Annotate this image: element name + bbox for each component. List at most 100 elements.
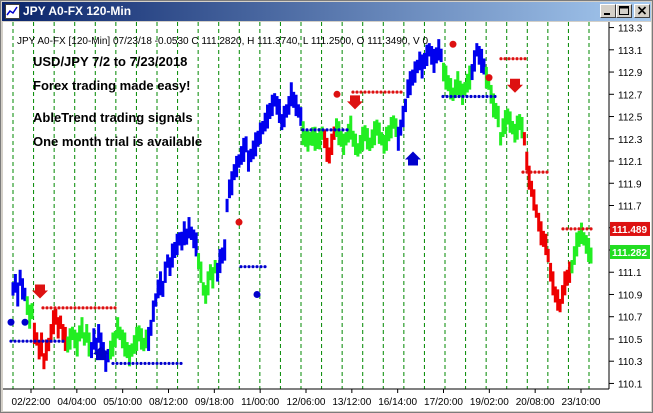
series-layer [11, 39, 593, 372]
x-tick-label: 02/22:00 [12, 397, 51, 408]
stop-dot [175, 361, 179, 366]
stop-dot [57, 339, 61, 343]
stop-dot [565, 227, 569, 231]
annotation-date-range: USD/JPY 7/2 to 7/23/2018 [33, 54, 187, 69]
stop-dot [379, 90, 383, 94]
signal-dot [21, 318, 29, 326]
stop-dot [139, 361, 143, 366]
series-red-segment [32, 308, 67, 370]
stop-dot [81, 306, 85, 310]
minimize-button[interactable] [600, 4, 616, 18]
stop-dot [101, 306, 105, 310]
y-tick-label: 112.9 [618, 68, 643, 79]
series-green-segment [334, 115, 398, 157]
chart-header: JPY A0-FX [120-Min] 07/23/18 -0.0530 C 1… [17, 36, 428, 47]
stop-dot [243, 265, 247, 269]
stop-dot [301, 128, 305, 132]
annotation-signals: AbleTrend trading signals [33, 110, 193, 125]
stop-dot [395, 90, 399, 94]
y-tick-label: 110.1 [618, 379, 643, 390]
y-tick-label: 110.7 [618, 313, 643, 324]
stop-dot [521, 170, 525, 174]
stop-dot [105, 306, 109, 310]
stop-dot [449, 94, 453, 99]
series-blue-segment [470, 43, 486, 81]
stop-dot [109, 306, 113, 310]
stop-dot [251, 265, 255, 269]
chart-app-icon [5, 4, 20, 19]
series-blue-segment [216, 82, 303, 282]
stop-dot [589, 227, 593, 231]
stop-dot [383, 90, 387, 94]
stop-dot [167, 361, 171, 366]
stop-dot [131, 361, 135, 366]
x-tick-label: 19/02:00 [470, 397, 509, 408]
stop-dot [533, 170, 537, 174]
stop-dot [113, 306, 117, 310]
stop-dot [525, 170, 529, 174]
y-tick-label: 110.5 [618, 335, 643, 346]
stop-dot [371, 90, 375, 94]
price-label-text: 111.489 [612, 225, 647, 236]
y-tick-label: 111.1 [618, 268, 642, 279]
series-red-segment [323, 126, 336, 164]
close-button[interactable] [634, 4, 650, 18]
annotation-tagline: Forex trading made easy! [33, 78, 191, 93]
window-title: JPY A0-FX 120-Min [23, 4, 132, 18]
price-label-box [610, 221, 650, 236]
series-blue-segment [396, 39, 443, 151]
stop-dot [41, 306, 45, 310]
signal-dot [333, 90, 341, 98]
stop-dot [97, 306, 101, 310]
series-red-segment [522, 132, 572, 313]
stop-dot [355, 90, 359, 94]
price-label-text: 111.282 [612, 248, 647, 259]
signal-dot [485, 74, 493, 82]
x-tick-label: 08/12:00 [149, 397, 188, 408]
stop-dot [573, 227, 577, 231]
stop-dot [519, 57, 523, 61]
stop-dot [465, 94, 469, 99]
y-tick-label: 110.9 [618, 290, 643, 301]
stop-dot [333, 128, 337, 132]
stop-dot [313, 128, 317, 132]
stop-dot [367, 90, 371, 94]
signal-markers [7, 40, 593, 366]
stop-dot [537, 170, 541, 174]
stop-dot [359, 90, 363, 94]
y-tick-label: 110.3 [618, 357, 643, 368]
stop-dot [341, 128, 345, 132]
title-bar[interactable]: JPY A0-FX 120-Min [2, 2, 651, 21]
stop-dot [115, 361, 119, 366]
stop-dot [375, 90, 379, 94]
series-green-segment [66, 317, 91, 357]
stop-dot [387, 90, 391, 94]
y-tick-label: 112.7 [618, 90, 643, 101]
stop-dot [21, 339, 25, 343]
signal-arrow-down [507, 78, 523, 93]
stop-dot [93, 306, 97, 310]
y-tick-label: 113.3 [618, 24, 643, 35]
stop-dot [585, 227, 589, 231]
stop-dot [391, 90, 395, 94]
stop-dot [111, 361, 115, 366]
stop-dot [163, 361, 167, 366]
minimize-icon [604, 13, 610, 15]
series-green-segment [197, 253, 217, 304]
x-tick-label: 16/14:00 [378, 397, 417, 408]
stop-dot [441, 94, 445, 99]
stop-dot [45, 339, 49, 343]
stop-dot [317, 128, 321, 132]
series-blue-segment [11, 269, 27, 307]
maximize-button[interactable] [616, 4, 632, 18]
stop-dot [493, 94, 497, 99]
stop-dot [445, 94, 449, 99]
stop-dot [123, 361, 127, 366]
stop-dot [507, 57, 511, 61]
stop-dot [135, 361, 139, 366]
stop-dot [363, 90, 367, 94]
signal-arrow-down [32, 284, 48, 299]
grid [12, 22, 590, 389]
stop-dot [17, 339, 21, 343]
stop-dot [325, 128, 329, 132]
